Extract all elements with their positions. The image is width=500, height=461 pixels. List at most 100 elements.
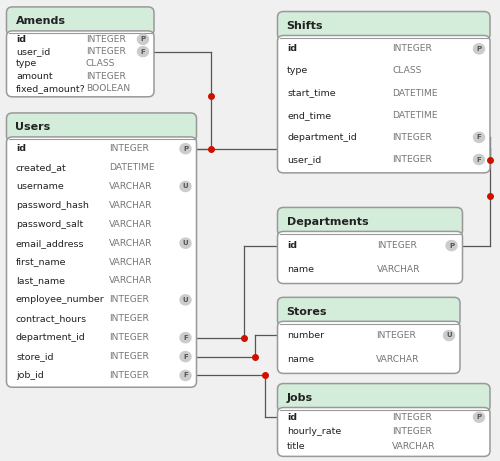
Text: department_id: department_id bbox=[287, 133, 357, 142]
FancyBboxPatch shape bbox=[6, 113, 196, 142]
Text: VARCHAR: VARCHAR bbox=[109, 258, 152, 266]
Text: contract_hours: contract_hours bbox=[16, 314, 87, 323]
Text: INTEGER: INTEGER bbox=[109, 371, 149, 380]
Circle shape bbox=[180, 238, 191, 248]
Circle shape bbox=[474, 132, 484, 142]
Circle shape bbox=[180, 371, 191, 381]
Text: INTEGER: INTEGER bbox=[392, 133, 432, 142]
Circle shape bbox=[180, 333, 191, 343]
Text: INTEGER: INTEGER bbox=[109, 296, 149, 304]
Text: created_at: created_at bbox=[16, 163, 67, 172]
Text: Shifts: Shifts bbox=[286, 21, 323, 31]
FancyBboxPatch shape bbox=[278, 408, 490, 456]
Text: DATETIME: DATETIME bbox=[109, 163, 154, 172]
Text: name: name bbox=[287, 265, 314, 274]
FancyBboxPatch shape bbox=[278, 231, 462, 284]
Text: F: F bbox=[183, 372, 188, 378]
Text: last_name: last_name bbox=[16, 277, 65, 285]
FancyBboxPatch shape bbox=[278, 35, 490, 173]
Circle shape bbox=[180, 351, 191, 361]
Text: VARCHAR: VARCHAR bbox=[109, 182, 152, 191]
Text: P: P bbox=[449, 242, 454, 248]
Text: F: F bbox=[183, 354, 188, 360]
Text: VARCHAR: VARCHAR bbox=[392, 442, 436, 451]
Text: INTEGER: INTEGER bbox=[377, 241, 417, 250]
Text: DATETIME: DATETIME bbox=[392, 89, 438, 98]
Text: BOOLEAN: BOOLEAN bbox=[86, 84, 130, 93]
Circle shape bbox=[180, 181, 191, 192]
Text: type: type bbox=[16, 59, 37, 68]
Text: INTEGER: INTEGER bbox=[376, 331, 416, 340]
Circle shape bbox=[474, 44, 484, 54]
FancyBboxPatch shape bbox=[278, 321, 460, 373]
Text: id: id bbox=[16, 35, 26, 44]
Text: P: P bbox=[183, 146, 188, 152]
Circle shape bbox=[180, 144, 191, 154]
Circle shape bbox=[444, 331, 454, 341]
Text: INTEGER: INTEGER bbox=[392, 413, 432, 422]
FancyBboxPatch shape bbox=[278, 12, 490, 40]
Text: id: id bbox=[16, 144, 26, 153]
Text: VARCHAR: VARCHAR bbox=[109, 277, 152, 285]
Text: U: U bbox=[182, 297, 188, 303]
Circle shape bbox=[138, 34, 148, 44]
Text: username: username bbox=[16, 182, 64, 191]
Text: Amends: Amends bbox=[16, 16, 66, 26]
FancyBboxPatch shape bbox=[6, 137, 196, 387]
Text: amount: amount bbox=[16, 71, 52, 81]
Text: user_id: user_id bbox=[16, 47, 50, 56]
Text: VARCHAR: VARCHAR bbox=[109, 201, 152, 210]
Text: P: P bbox=[476, 46, 482, 52]
Text: P: P bbox=[476, 414, 482, 420]
Text: store_id: store_id bbox=[16, 352, 54, 361]
Text: INTEGER: INTEGER bbox=[86, 47, 126, 56]
Text: employee_number: employee_number bbox=[16, 296, 105, 304]
Circle shape bbox=[180, 295, 191, 305]
Text: INTEGER: INTEGER bbox=[109, 144, 149, 153]
Text: INTEGER: INTEGER bbox=[392, 427, 432, 437]
Text: INTEGER: INTEGER bbox=[392, 44, 432, 53]
Circle shape bbox=[474, 154, 484, 165]
Text: id: id bbox=[287, 413, 297, 422]
Text: id: id bbox=[287, 44, 297, 53]
Text: password_salt: password_salt bbox=[16, 220, 83, 229]
Text: F: F bbox=[476, 156, 482, 163]
Text: VARCHAR: VARCHAR bbox=[109, 220, 152, 229]
Text: user_id: user_id bbox=[287, 155, 322, 164]
Text: title: title bbox=[287, 442, 306, 451]
Text: job_id: job_id bbox=[16, 371, 44, 380]
Text: department_id: department_id bbox=[16, 333, 86, 342]
Text: VARCHAR: VARCHAR bbox=[376, 355, 420, 364]
Text: INTEGER: INTEGER bbox=[109, 333, 149, 342]
Text: INTEGER: INTEGER bbox=[109, 314, 149, 323]
Text: number: number bbox=[287, 331, 324, 340]
Text: INTEGER: INTEGER bbox=[392, 155, 432, 164]
Text: Users: Users bbox=[16, 122, 51, 132]
Text: U: U bbox=[182, 183, 188, 189]
Text: P: P bbox=[140, 36, 145, 42]
FancyBboxPatch shape bbox=[6, 7, 154, 35]
Text: DATETIME: DATETIME bbox=[392, 111, 438, 120]
FancyBboxPatch shape bbox=[6, 31, 154, 97]
FancyBboxPatch shape bbox=[278, 207, 462, 236]
Text: VARCHAR: VARCHAR bbox=[377, 265, 420, 274]
Text: id: id bbox=[287, 241, 297, 250]
Text: Departments: Departments bbox=[286, 217, 368, 227]
Text: U: U bbox=[182, 240, 188, 246]
FancyBboxPatch shape bbox=[278, 297, 460, 326]
FancyBboxPatch shape bbox=[278, 384, 490, 412]
Circle shape bbox=[474, 412, 484, 422]
Text: Stores: Stores bbox=[286, 307, 327, 317]
Text: F: F bbox=[476, 134, 482, 141]
Text: Jobs: Jobs bbox=[286, 393, 312, 403]
Text: INTEGER: INTEGER bbox=[109, 352, 149, 361]
Text: INTEGER: INTEGER bbox=[86, 35, 126, 44]
Text: INTEGER: INTEGER bbox=[86, 71, 126, 81]
Text: F: F bbox=[183, 335, 188, 341]
Text: CLASS: CLASS bbox=[86, 59, 116, 68]
Circle shape bbox=[446, 241, 457, 251]
Text: name: name bbox=[287, 355, 314, 364]
Text: first_name: first_name bbox=[16, 258, 66, 266]
Text: email_address: email_address bbox=[16, 239, 84, 248]
Text: end_time: end_time bbox=[287, 111, 331, 120]
